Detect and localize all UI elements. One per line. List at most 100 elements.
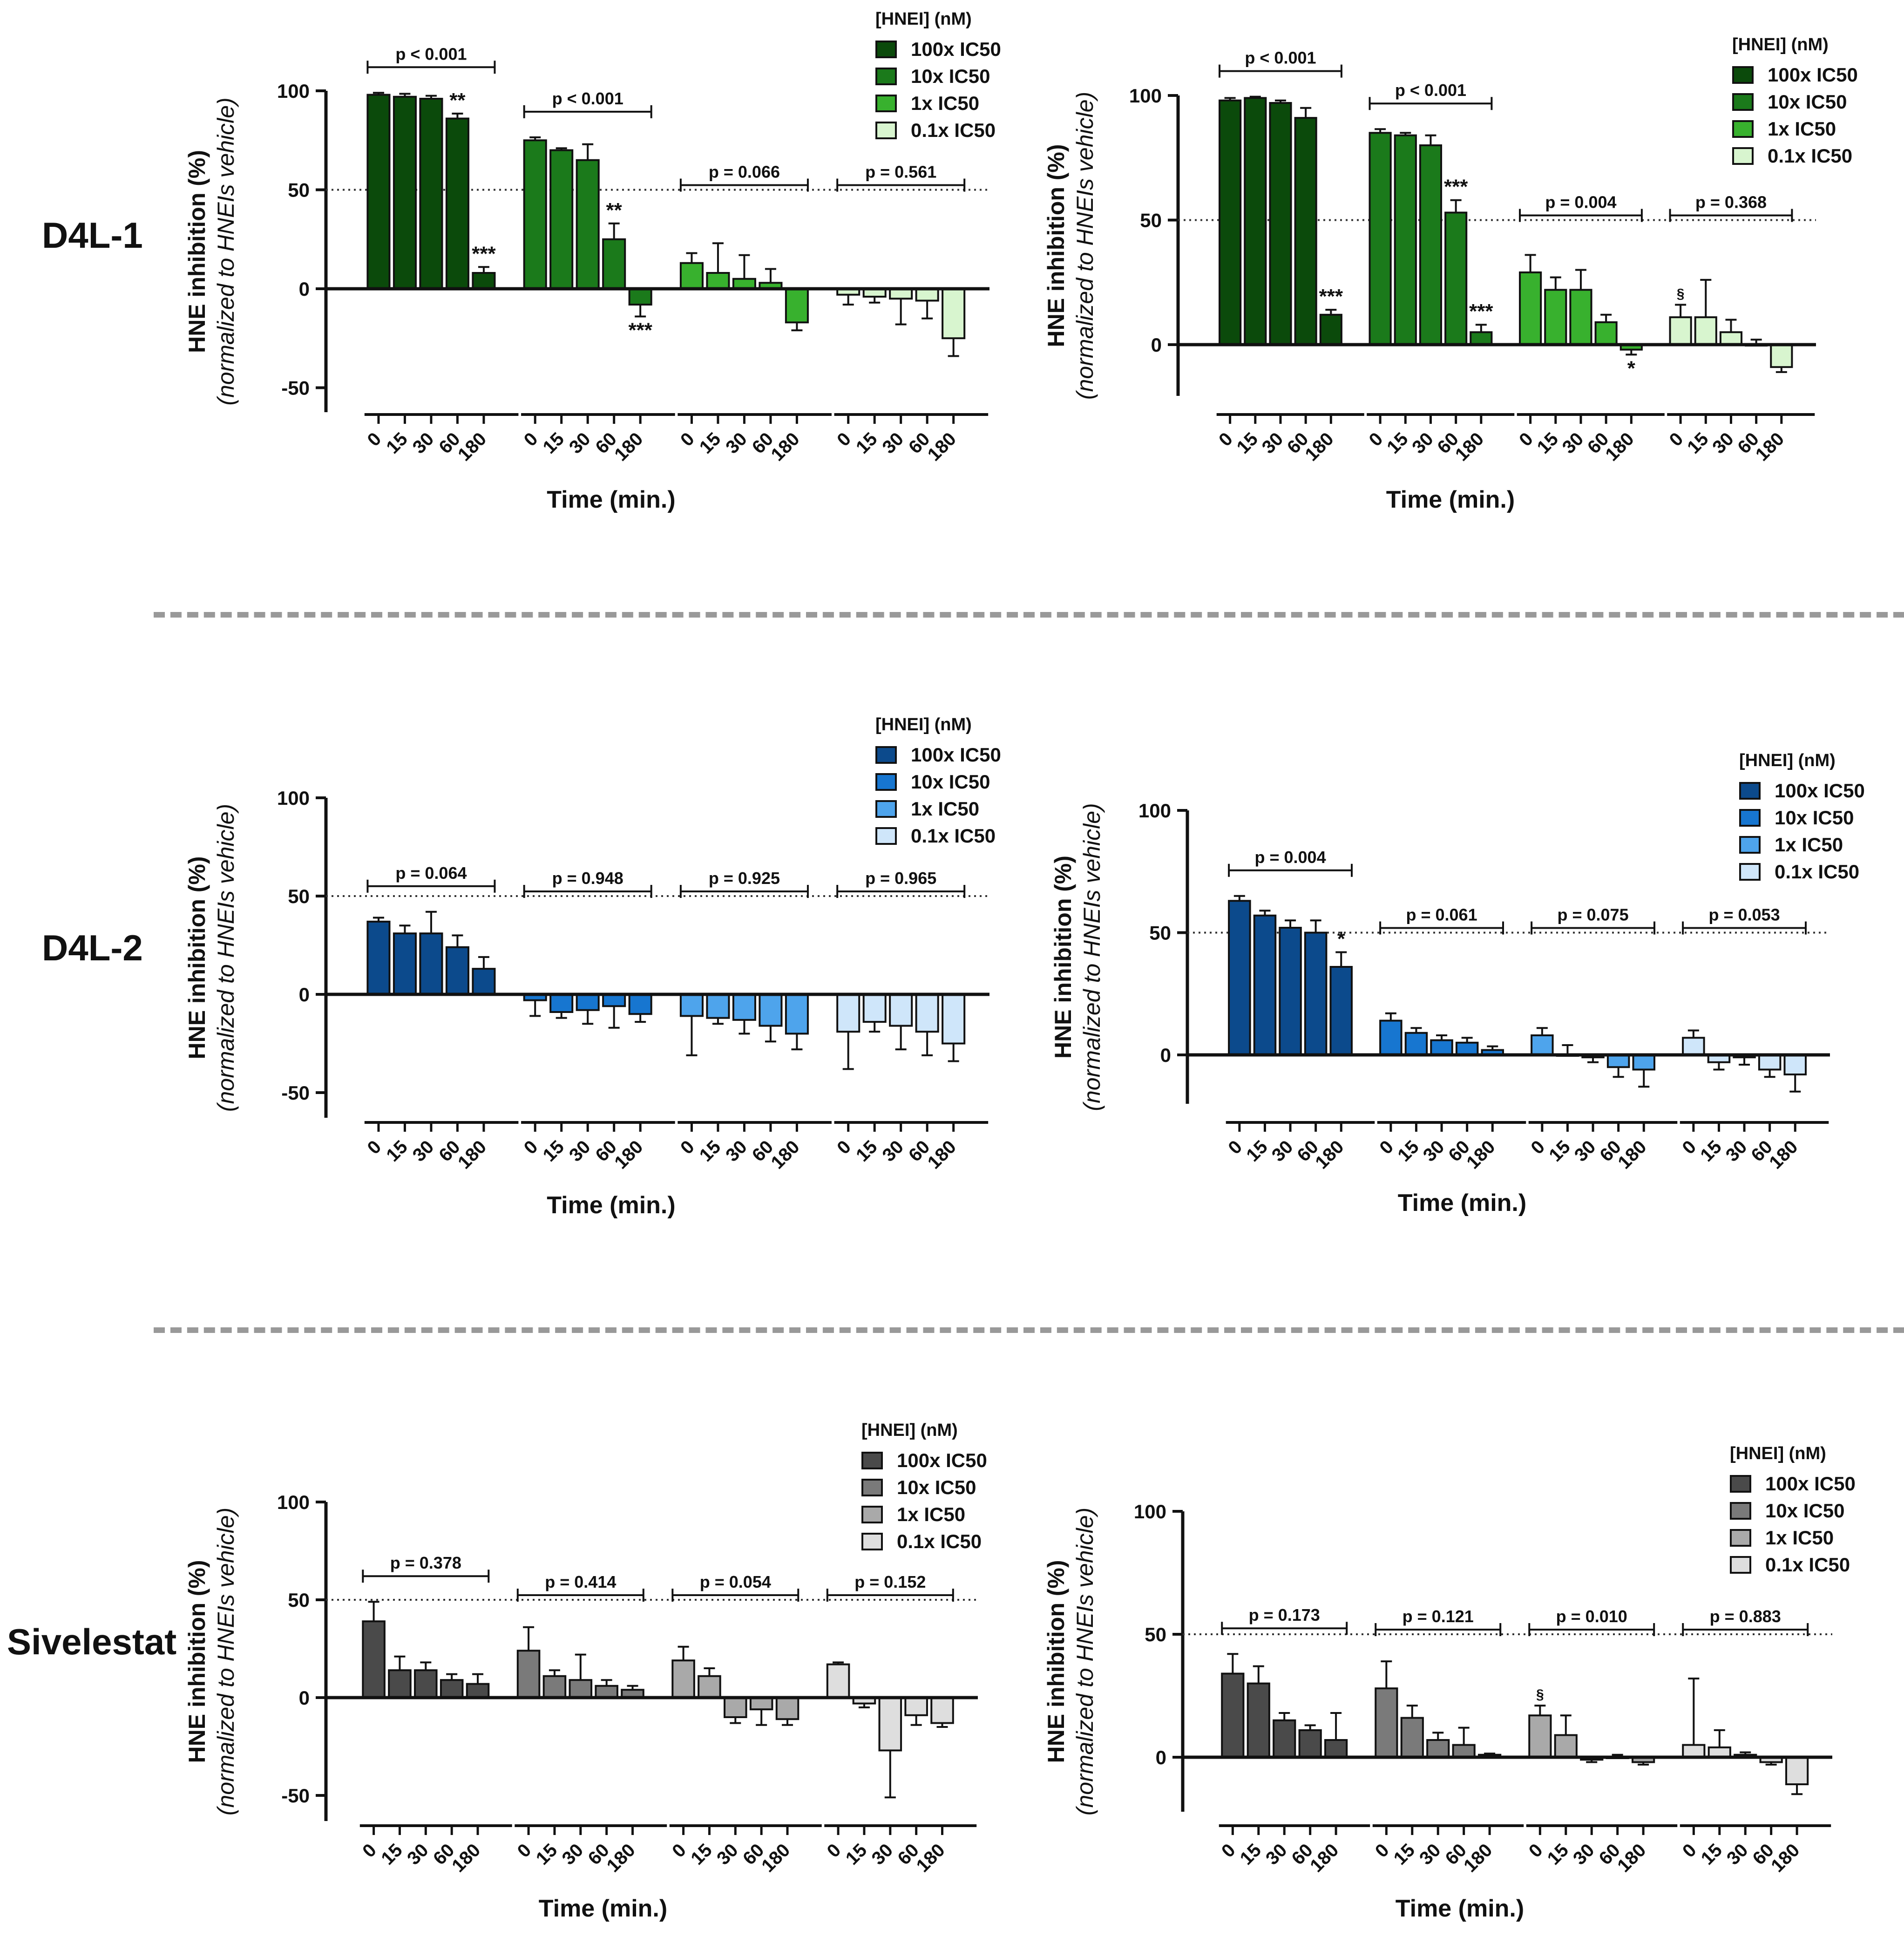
- pvalue-label: p = 0.054: [700, 1572, 771, 1591]
- x-tick-label: 15: [1236, 1840, 1266, 1869]
- bar: [1379, 1019, 1403, 1056]
- y-axis-sublabel: (normalized to HNEIs vehicle): [213, 804, 239, 1112]
- legend-label: 0.1x IC50: [897, 1530, 982, 1552]
- legend-label: 10x IC50: [911, 65, 990, 87]
- y-tick-label: -50: [281, 377, 310, 399]
- pvalue-label: p = 0.010: [1556, 1607, 1627, 1626]
- y-tick-label: 100: [277, 1491, 310, 1513]
- pvalue-label: p = 0.965: [865, 869, 936, 888]
- legend-swatch: [861, 1452, 883, 1469]
- bar: [1554, 1734, 1578, 1758]
- pvalue-label: p = 0.925: [709, 869, 780, 888]
- legend-label: 1x IC50: [897, 1503, 966, 1525]
- bar: [942, 993, 966, 1045]
- legend-label: 1x IC50: [911, 798, 980, 820]
- pvalue-label: p = 0.004: [1254, 848, 1326, 867]
- legend: [HNEI] (nM) 100x IC50 10x IC50 1x IC50 0…: [1732, 35, 1858, 170]
- legend-item: 1x IC50: [1739, 831, 1865, 858]
- bar: [1682, 1744, 1706, 1759]
- y-axis-label: HNE inhibition (%): [1050, 856, 1076, 1059]
- x-axis-label: Time (min.): [1386, 486, 1515, 513]
- bar: [393, 95, 417, 290]
- y-tick-label: -50: [281, 1785, 310, 1807]
- significance-mark: ***: [628, 319, 652, 342]
- legend-label: 1x IC50: [1765, 1527, 1834, 1549]
- legend-item: 100x IC50: [875, 741, 1001, 768]
- bar: [1273, 1719, 1296, 1759]
- bar: [1569, 289, 1592, 346]
- bar: [388, 1669, 412, 1699]
- y-tick-label: 100: [1134, 1501, 1166, 1522]
- y-tick-label: 0: [1151, 334, 1162, 356]
- y-tick-label: 50: [288, 1589, 310, 1611]
- significance-mark: *: [1337, 928, 1346, 951]
- legend-item: 0.1x IC50: [861, 1528, 987, 1555]
- x-tick-label: 30: [1723, 1840, 1752, 1869]
- legend-swatch: [1730, 1502, 1751, 1520]
- x-tick-label: 15: [1697, 1840, 1727, 1869]
- legend-label: 100x IC50: [911, 38, 1001, 60]
- bar: [1279, 927, 1302, 1056]
- y-axis-label: HNE inhibition (%): [184, 856, 210, 1059]
- legend-swatch: [875, 773, 897, 791]
- pvalue-label: p = 0.948: [552, 869, 623, 888]
- pvalue-label: p = 0.064: [395, 863, 467, 883]
- y-tick-label: 0: [299, 278, 310, 300]
- legend-label: 1x IC50: [1768, 118, 1836, 140]
- bar: [1329, 966, 1353, 1056]
- legend-label: 10x IC50: [1765, 1500, 1845, 1522]
- y-axis-label: HNE inhibition (%): [1043, 1560, 1069, 1763]
- bar: [1221, 1672, 1245, 1758]
- x-tick-label: 180: [1613, 1840, 1650, 1876]
- legend-swatch: [875, 68, 897, 85]
- bar: [393, 932, 417, 996]
- y-tick-label: 50: [288, 179, 310, 201]
- significance-mark: ***: [1469, 300, 1493, 323]
- legend-label: 0.1x IC50: [1775, 861, 1860, 883]
- significance-mark: **: [606, 199, 623, 222]
- legend-label: 10x IC50: [897, 1476, 976, 1498]
- legend-label: 10x IC50: [1775, 807, 1854, 829]
- y-tick-label: 0: [1156, 1747, 1166, 1768]
- y-tick-label: 50: [1140, 210, 1162, 231]
- legend-item: 0.1x IC50: [1730, 1551, 1856, 1578]
- legend-item: 100x IC50: [861, 1447, 987, 1474]
- bar: [915, 288, 939, 302]
- bar: [785, 993, 809, 1035]
- bar: [942, 288, 966, 340]
- x-axis-label: Time (min.): [547, 486, 675, 513]
- legend-item: 100x IC50: [1730, 1470, 1856, 1497]
- legend-label: 1x IC50: [911, 92, 980, 114]
- legend-label: 0.1x IC50: [911, 825, 996, 847]
- legend-title: [HNEI] (nM): [875, 715, 972, 734]
- pvalue-label: p = 0.053: [1708, 905, 1780, 924]
- row-label-sivelestat: Sivelestat: [7, 1621, 177, 1662]
- y-axis-sublabel: (normalized to HNEIs vehicle): [1072, 92, 1098, 400]
- legend-label: 100x IC50: [1768, 64, 1858, 86]
- legend-swatch: [875, 827, 897, 845]
- x-tick-label: 180: [1460, 1840, 1496, 1876]
- x-axis-label: Time (min.): [1396, 1895, 1524, 1922]
- bar: [1426, 1739, 1450, 1759]
- legend-swatch: [1732, 120, 1754, 138]
- legend-item: 10x IC50: [1730, 1497, 1856, 1524]
- row-label-d4l-1: D4L-1: [42, 215, 143, 256]
- bar: [1400, 1717, 1424, 1759]
- legend-label: 100x IC50: [1775, 780, 1865, 802]
- pvalue-label: p = 0.121: [1403, 1607, 1474, 1626]
- legend-item: 0.1x IC50: [1739, 858, 1865, 885]
- legend: [HNEI] (nM) 100x IC50 10x IC50 1x IC50 0…: [875, 9, 1001, 144]
- y-tick-label: 0: [299, 984, 310, 1006]
- bar: [1444, 211, 1468, 346]
- x-tick-label: 180: [1306, 1840, 1342, 1876]
- pvalue-label: p = 0.561: [865, 163, 936, 182]
- y-axis-sublabel: (normalized to HNEIs vehicle): [213, 1508, 239, 1815]
- pvalue-label: p = 0.004: [1545, 193, 1616, 212]
- pvalue-label: p = 0.378: [390, 1553, 461, 1572]
- x-tick-label: 30: [1262, 1840, 1291, 1869]
- y-axis-sublabel: (normalized to HNEIs vehicle): [213, 97, 239, 405]
